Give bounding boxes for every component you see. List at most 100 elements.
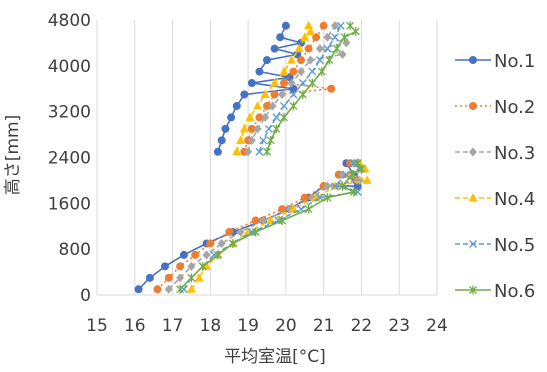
- data-point: [245, 112, 255, 121]
- data-point: [270, 44, 279, 53]
- data-point: [319, 21, 328, 30]
- x-tick-label: 15: [86, 316, 108, 336]
- data-point: [298, 79, 307, 87]
- data-point: [315, 56, 324, 65]
- data-point: [304, 44, 313, 53]
- data-point: [244, 147, 253, 157]
- data-point: [176, 284, 185, 294]
- legend-item: No.2: [455, 97, 535, 118]
- data-point: [294, 43, 304, 53]
- legend-marker: [469, 240, 477, 248]
- legend-item: No.3: [455, 143, 535, 164]
- data-point: [255, 67, 264, 76]
- y-tick-label: 4000: [48, 57, 91, 77]
- data-point: [331, 21, 339, 31]
- x-axis-title: 平均室温[°C]: [224, 347, 326, 367]
- data-point: [261, 112, 270, 122]
- data-point: [213, 147, 222, 156]
- data-point: [266, 135, 275, 145]
- y-tick-label: 3200: [48, 103, 91, 123]
- data-point: [300, 193, 309, 202]
- data-point: [297, 56, 305, 65]
- data-point: [217, 238, 226, 248]
- data-point: [253, 124, 262, 134]
- data-point: [280, 101, 288, 110]
- data-point: [342, 170, 351, 179]
- data-point: [304, 204, 313, 214]
- data-point: [263, 56, 271, 65]
- data-point: [161, 262, 169, 271]
- data-point: [338, 181, 347, 191]
- data-point: [236, 135, 246, 144]
- data-point: [323, 193, 332, 203]
- legend-label: No.1: [494, 51, 535, 72]
- data-point: [340, 32, 349, 42]
- data-point: [247, 79, 256, 88]
- data-point: [287, 78, 296, 88]
- legend-item: No.5: [455, 235, 535, 256]
- data-point: [362, 175, 372, 184]
- data-point: [176, 273, 185, 283]
- data-point: [187, 273, 196, 283]
- data-point: [251, 216, 260, 225]
- data-point: [206, 239, 215, 248]
- x-tick-label: 21: [313, 316, 335, 336]
- data-point: [179, 250, 188, 259]
- legend-marker: [469, 102, 477, 110]
- x-tick-label: 24: [426, 316, 448, 336]
- data-point: [247, 135, 256, 145]
- legend-marker: [468, 193, 478, 202]
- data-point: [270, 90, 279, 99]
- data-point: [202, 250, 211, 260]
- legend-marker: [469, 56, 477, 64]
- data-point: [317, 67, 326, 77]
- x-tick-label: 16: [124, 316, 146, 336]
- axes: 15 16 17 18 19 20 21 22 23 24 0 800 1600 2400 3200 4000…: [48, 11, 448, 336]
- series-line: [190, 162, 368, 290]
- data-point: [278, 216, 287, 226]
- legend: No.1 No.2 No.3 No.4 No.5 No.6: [455, 51, 535, 302]
- data-point: [270, 78, 280, 87]
- legend-label: No.6: [494, 281, 535, 302]
- x-tick-label: 19: [237, 316, 259, 336]
- data-point: [239, 123, 249, 133]
- data-point: [187, 261, 196, 271]
- series-no3: [164, 21, 366, 294]
- data-point: [268, 101, 277, 111]
- legend-item: No.1: [455, 51, 535, 72]
- y-axis-title: 高さ[mm]: [3, 115, 23, 195]
- data-point: [338, 49, 347, 59]
- data-point: [186, 284, 196, 293]
- data-point: [323, 44, 332, 53]
- y-tick-label: 1600: [48, 194, 91, 214]
- data-point: [308, 78, 317, 88]
- data-point: [260, 89, 270, 98]
- data-point: [305, 26, 315, 35]
- data-point: [332, 44, 341, 54]
- data-point: [259, 136, 268, 145]
- data-point: [278, 89, 287, 99]
- data-point: [145, 273, 154, 282]
- data-point: [263, 147, 271, 157]
- data-point: [164, 273, 173, 282]
- data-point: [176, 262, 185, 271]
- legend-marker: [469, 285, 477, 295]
- data-point: [289, 67, 298, 76]
- legend-marker: [469, 147, 477, 157]
- data-point: [251, 227, 260, 237]
- data-point: [300, 32, 310, 41]
- data-point: [315, 44, 324, 54]
- data-point: [323, 32, 332, 42]
- data-point: [221, 124, 230, 133]
- data-point: [272, 113, 281, 122]
- data-point: [232, 101, 241, 110]
- data-point: [272, 124, 281, 134]
- data-point: [327, 84, 336, 93]
- data-point: [325, 55, 334, 65]
- x-tick-label: 17: [162, 316, 184, 336]
- data-point: [225, 227, 234, 236]
- data-point: [276, 33, 285, 42]
- series-line: [179, 162, 363, 290]
